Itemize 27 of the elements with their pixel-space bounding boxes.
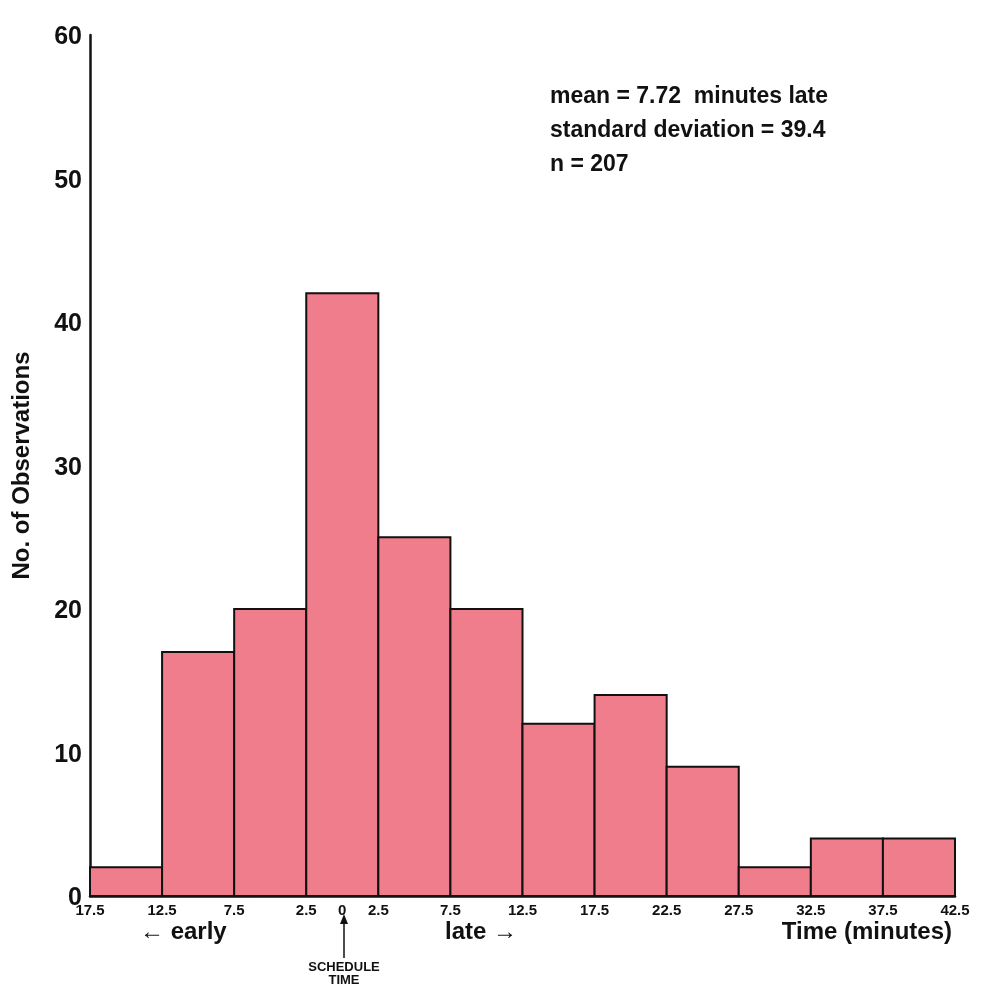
x-tick-label: 42.5 <box>940 901 970 918</box>
x-tick-label: 12.5 <box>507 901 538 918</box>
x-tick-label: 37.5 <box>868 901 898 918</box>
x-tick-label: 12.5 <box>147 901 177 918</box>
annotation: standard deviation = 39.4 <box>550 115 826 142</box>
x-tick-label: 27.5 <box>724 901 754 918</box>
x-tick-label: 2.5 <box>295 901 317 918</box>
annotation: mean = 7.72 minutes late <box>550 81 829 108</box>
x-tick-label: 7.5 <box>439 901 461 918</box>
x-tick-label: 0 <box>338 901 347 918</box>
x-tick-label: 2.5 <box>367 901 389 918</box>
y-tick-label: 30 <box>54 451 82 480</box>
y-axis-title: No. of Observations <box>6 351 34 580</box>
y-tick-label: 50 <box>54 164 82 193</box>
text: late → <box>445 916 518 944</box>
x-tick-label: 7.5 <box>223 901 245 918</box>
y-tick-label: 10 <box>54 738 82 767</box>
x-tick-label: 32.5 <box>796 901 826 918</box>
text: SCHEDULE TIME <box>308 959 381 987</box>
y-tick-label: 40 <box>54 308 82 336</box>
text: ← early <box>140 916 228 944</box>
x-tick-label: 17.5 <box>579 901 610 918</box>
y-tick-label: 20 <box>54 595 82 623</box>
x-tick-label: 22.5 <box>652 901 682 918</box>
y-tick-label: 60 <box>54 21 82 49</box>
x-axis-title: Time (minutes) <box>781 916 952 944</box>
annotation: n = 207 <box>550 149 629 176</box>
